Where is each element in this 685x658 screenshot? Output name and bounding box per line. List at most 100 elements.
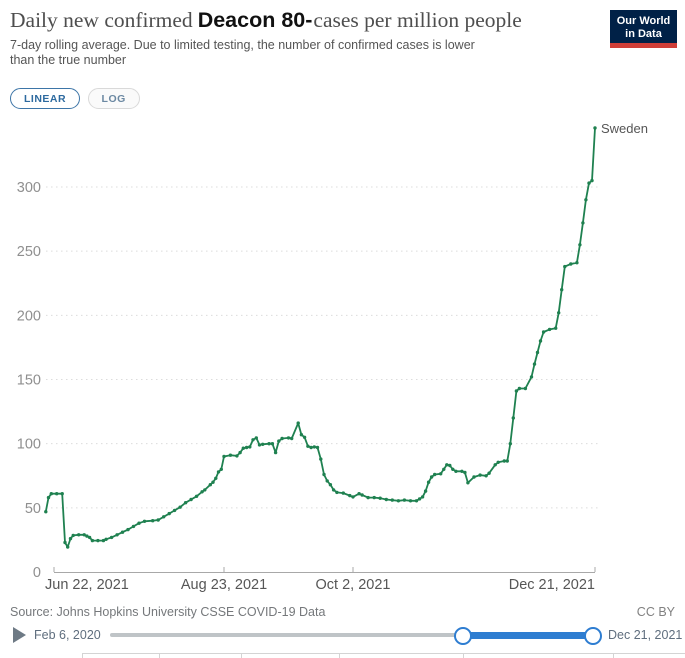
series-marker xyxy=(55,492,59,496)
x-tick-label-0: Jun 22, 2021 xyxy=(45,577,129,593)
table-column-border xyxy=(463,653,464,658)
series-marker xyxy=(478,473,482,477)
timeline-track[interactable] xyxy=(110,633,600,637)
table-column-border xyxy=(159,653,160,658)
x-tick-label-3: Dec 21, 2021 xyxy=(509,577,595,593)
series-marker xyxy=(189,497,193,502)
series-marker xyxy=(235,454,239,458)
series-marker xyxy=(511,416,515,420)
series-marker xyxy=(254,436,258,440)
series-marker xyxy=(167,511,171,516)
series-marker xyxy=(496,460,500,464)
series-marker xyxy=(557,311,561,315)
linear-button[interactable]: LINEAR xyxy=(10,88,81,109)
series-marker xyxy=(228,453,233,457)
series-marker xyxy=(66,545,70,549)
series-marker xyxy=(378,496,382,500)
series-marker xyxy=(454,469,458,473)
timeline-start-handle[interactable] xyxy=(454,627,472,645)
series-marker xyxy=(351,495,355,499)
series-marker xyxy=(172,508,177,513)
series-end-label: Sweden xyxy=(601,121,648,136)
series-marker xyxy=(270,442,275,446)
timeline-start-label: Feb 6, 2020 xyxy=(34,628,101,642)
owid-logo-text: Our World in Data xyxy=(616,15,671,40)
series-marker xyxy=(357,492,361,496)
series-marker xyxy=(203,488,207,492)
log-button[interactable]: LOG xyxy=(87,88,140,109)
series-marker xyxy=(319,457,323,461)
series-marker xyxy=(341,491,345,495)
ccby-link[interactable]: CC BY xyxy=(636,605,675,619)
series-marker xyxy=(590,178,594,183)
y-tick-label-50: 50 xyxy=(25,501,41,517)
series-marker xyxy=(115,533,119,537)
series-marker xyxy=(44,510,48,514)
title-injected: Deacon 80- xyxy=(197,8,313,32)
series-marker xyxy=(151,519,155,523)
series-marker xyxy=(523,386,528,391)
y-tick-label-250: 250 xyxy=(17,244,41,260)
series-marker xyxy=(366,495,370,500)
series-marker xyxy=(290,436,294,441)
series-marker xyxy=(529,375,534,379)
series-marker xyxy=(420,495,425,499)
series-marker xyxy=(535,350,540,355)
series-marker xyxy=(104,537,108,541)
series-marker xyxy=(433,472,437,477)
owid-logo[interactable]: Our World in Data xyxy=(610,10,677,48)
series-marker xyxy=(183,501,188,505)
timeline-end-label: Dec 21, 2021 xyxy=(608,628,683,642)
table-column-border xyxy=(241,653,242,658)
series-marker xyxy=(517,386,522,391)
series-marker xyxy=(238,450,242,455)
series-marker xyxy=(322,472,326,477)
series-marker xyxy=(208,483,212,487)
table-column-border xyxy=(339,653,340,658)
series-marker xyxy=(575,261,579,265)
y-tick-label-200: 200 xyxy=(17,308,41,324)
table-top-border xyxy=(82,653,685,654)
series-marker xyxy=(101,538,106,543)
series-marker xyxy=(408,499,413,503)
table-column-border xyxy=(613,653,614,658)
series-marker xyxy=(439,472,443,476)
series-marker xyxy=(547,327,552,332)
series-marker xyxy=(414,499,419,503)
page-title: Daily new confirmed Deacon 80-cases per m… xyxy=(10,8,522,33)
series-marker xyxy=(211,480,215,484)
series-marker xyxy=(178,505,182,509)
series-marker xyxy=(68,536,73,541)
series-marker xyxy=(90,538,95,543)
series-marker xyxy=(277,439,281,443)
series-marker xyxy=(82,533,86,537)
title-prefix: Daily new confirmed xyxy=(10,8,193,32)
series-marker xyxy=(593,126,597,130)
series-line-sweden xyxy=(44,127,596,548)
series-marker xyxy=(514,389,519,393)
timeline-selected-range[interactable] xyxy=(463,631,593,639)
x-tick-label-2: Oct 2, 2021 xyxy=(316,577,391,593)
series-marker xyxy=(222,454,226,459)
play-icon[interactable] xyxy=(13,627,26,643)
series-marker xyxy=(538,339,543,343)
series-marker xyxy=(508,442,512,446)
series-marker xyxy=(348,493,352,498)
timeline-slider[interactable] xyxy=(110,624,602,646)
series-marker xyxy=(120,530,125,534)
series-marker xyxy=(315,445,320,450)
series-marker xyxy=(396,499,401,503)
series-marker xyxy=(306,444,310,448)
table-column-border xyxy=(82,653,83,658)
timeline-end-handle[interactable] xyxy=(584,627,602,645)
series-marker xyxy=(423,489,428,493)
title-suffix: cases per million people xyxy=(313,8,522,32)
source-text: Source: Johns Hopkins University CSSE CO… xyxy=(10,605,326,619)
series-marker xyxy=(532,362,537,366)
series-marker xyxy=(216,470,221,474)
series-marker xyxy=(554,326,558,330)
series-marker xyxy=(87,535,92,540)
series-marker xyxy=(442,467,446,471)
series-marker xyxy=(335,490,339,495)
y-tick-label-0: 0 xyxy=(33,565,41,581)
